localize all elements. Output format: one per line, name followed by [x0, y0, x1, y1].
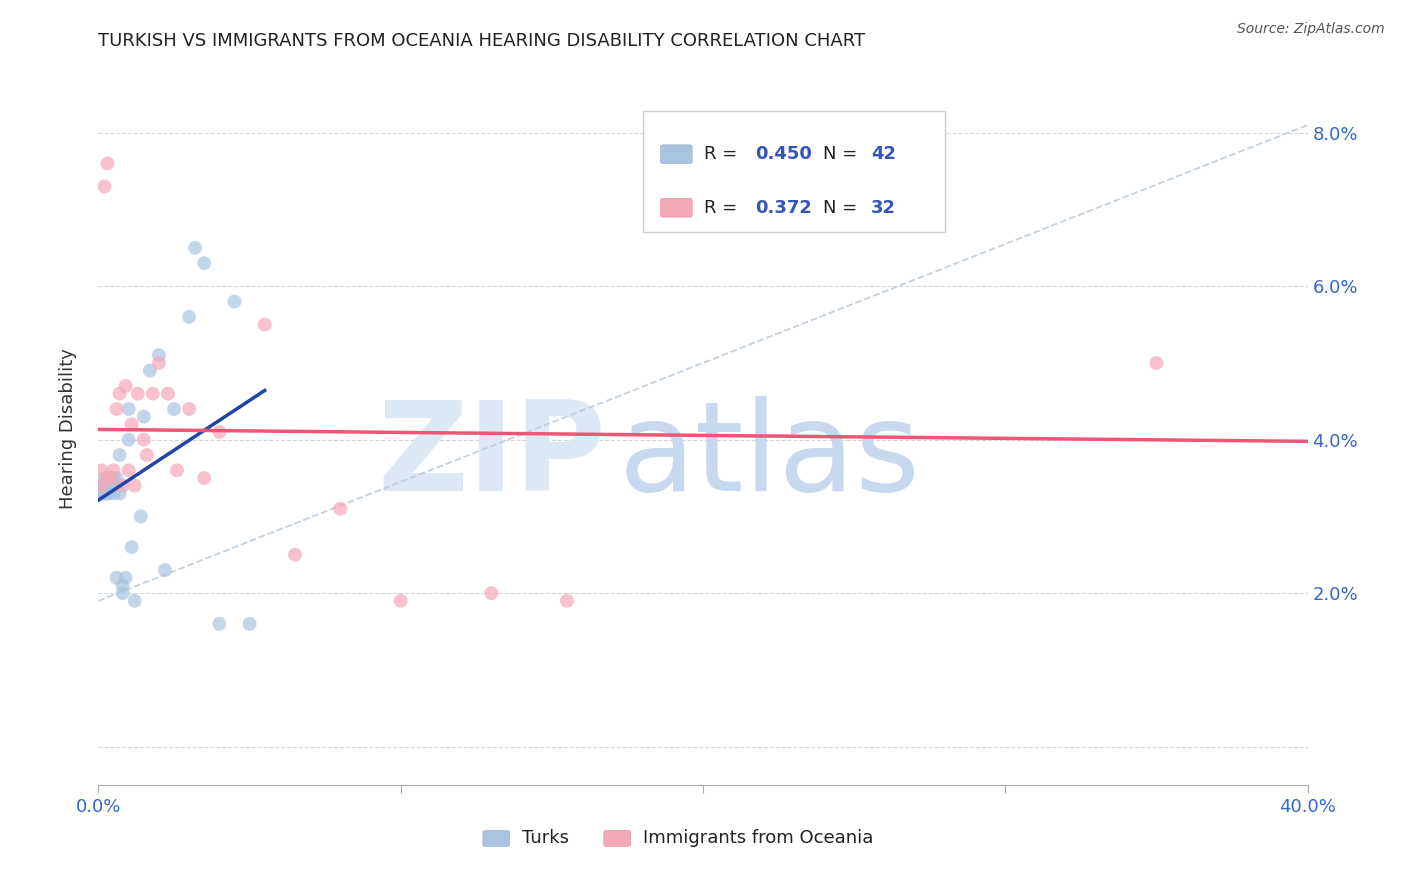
FancyBboxPatch shape: [482, 830, 509, 847]
Point: [118, 463, 141, 477]
Text: 32: 32: [872, 199, 896, 217]
Point: [105, 471, 128, 485]
Point: [90, 486, 112, 500]
Point: [96, 471, 118, 485]
Point: [127, 386, 149, 401]
FancyBboxPatch shape: [661, 199, 692, 217]
Point: [253, 318, 276, 332]
Text: 0.372: 0.372: [755, 199, 811, 217]
Point: [139, 363, 162, 377]
Text: Turks: Turks: [522, 830, 568, 847]
Point: [148, 348, 170, 362]
Point: [111, 578, 134, 592]
Point: [481, 586, 503, 600]
Point: [118, 401, 141, 416]
Point: [103, 479, 125, 493]
Point: [179, 401, 201, 416]
Point: [156, 386, 179, 401]
Text: 0.450: 0.450: [755, 145, 811, 163]
Point: [124, 594, 146, 608]
Text: Source: ZipAtlas.com: Source: ZipAtlas.com: [1237, 22, 1385, 37]
Point: [100, 471, 122, 485]
Point: [90, 479, 112, 493]
Point: [132, 409, 155, 424]
Point: [90, 479, 112, 493]
Point: [105, 401, 128, 416]
FancyBboxPatch shape: [661, 145, 692, 163]
Point: [193, 256, 215, 270]
Point: [93, 486, 115, 500]
Text: N =: N =: [823, 145, 863, 163]
Point: [93, 479, 115, 493]
Point: [163, 401, 186, 416]
Point: [118, 433, 141, 447]
FancyBboxPatch shape: [603, 830, 630, 847]
Point: [135, 448, 157, 462]
Point: [100, 471, 122, 485]
Point: [329, 501, 352, 516]
Point: [100, 479, 122, 493]
Point: [284, 548, 307, 562]
Point: [208, 616, 231, 631]
Point: [224, 294, 246, 309]
Point: [93, 179, 115, 194]
Point: [108, 448, 131, 462]
Point: [103, 471, 125, 485]
Point: [121, 417, 143, 432]
Text: N =: N =: [823, 199, 863, 217]
Point: [96, 486, 118, 500]
Point: [103, 463, 125, 477]
Point: [108, 486, 131, 500]
Point: [111, 479, 134, 493]
Point: [96, 479, 118, 493]
Point: [179, 310, 201, 324]
Text: atlas: atlas: [619, 396, 921, 517]
Text: R =: R =: [704, 145, 744, 163]
Point: [93, 486, 115, 500]
Point: [723, 218, 745, 232]
Point: [389, 594, 412, 608]
Point: [105, 571, 128, 585]
Point: [129, 509, 152, 524]
Y-axis label: Hearing Disability: Hearing Disability: [59, 348, 77, 508]
Point: [142, 386, 165, 401]
Point: [114, 571, 136, 585]
Point: [114, 379, 136, 393]
Point: [90, 486, 112, 500]
Point: [132, 433, 155, 447]
Point: [166, 463, 188, 477]
Point: [93, 471, 115, 485]
Point: [93, 479, 115, 493]
Point: [208, 425, 231, 439]
Text: ZIP: ZIP: [378, 396, 606, 517]
Point: [184, 241, 207, 255]
Point: [555, 594, 578, 608]
Point: [121, 540, 143, 554]
Point: [124, 479, 146, 493]
Point: [96, 486, 118, 500]
Point: [239, 616, 262, 631]
Point: [193, 471, 215, 485]
Point: [148, 356, 170, 370]
Point: [96, 156, 118, 170]
Point: [90, 479, 112, 493]
Text: Immigrants from Oceania: Immigrants from Oceania: [643, 830, 873, 847]
Text: R =: R =: [704, 199, 744, 217]
Point: [103, 486, 125, 500]
Point: [90, 463, 112, 477]
FancyBboxPatch shape: [643, 111, 945, 232]
Point: [111, 586, 134, 600]
Point: [100, 479, 122, 493]
Point: [153, 563, 176, 577]
Point: [108, 386, 131, 401]
Point: [96, 471, 118, 485]
Text: TURKISH VS IMMIGRANTS FROM OCEANIA HEARING DISABILITY CORRELATION CHART: TURKISH VS IMMIGRANTS FROM OCEANIA HEARI…: [98, 32, 866, 50]
Text: 42: 42: [872, 145, 896, 163]
Point: [1144, 356, 1167, 370]
